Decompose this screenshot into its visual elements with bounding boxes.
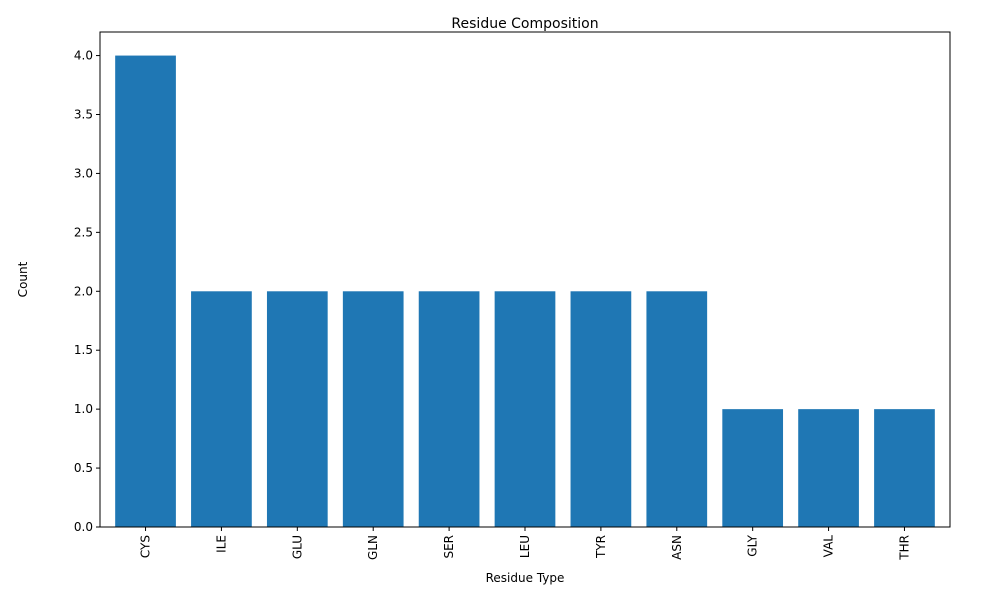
x-tick-label-ser: SER <box>442 535 456 559</box>
bar-gly <box>722 409 784 527</box>
chart-title: Residue Composition <box>451 16 598 32</box>
bar-ile <box>191 291 252 527</box>
x-tick-label-gly: GLY <box>746 534 760 556</box>
x-axis-label: Residue Type <box>486 571 565 585</box>
x-axis: CYS ILE GLU GLN SER LEU TYR ASN GLY VAL THR <box>139 527 911 561</box>
x-tick-label-thr: THR <box>897 535 911 561</box>
bar-thr <box>874 409 935 527</box>
y-tick-label: 2.0 <box>74 284 93 298</box>
bar-val <box>798 409 859 527</box>
bar-asn <box>646 291 708 527</box>
y-tick-label: 2.5 <box>74 225 93 239</box>
x-tick-label-leu: LEU <box>518 535 532 558</box>
y-tick-label: 4.0 <box>74 49 93 63</box>
bar-gln <box>342 291 404 527</box>
x-tick-label-gln: GLN <box>366 535 380 560</box>
y-tick-label: 1.5 <box>74 343 93 357</box>
plot-frame <box>99 31 951 528</box>
x-tick-label-asn: ASN <box>670 535 684 560</box>
x-tick-label-cys: CYS <box>139 535 153 558</box>
x-tick-label-tyr: TYR <box>594 535 608 559</box>
y-axis-label: Count <box>16 261 30 297</box>
bar-tyr <box>570 291 632 527</box>
bar-leu <box>494 291 556 527</box>
bar-ser <box>418 291 480 527</box>
y-axis: 0.0 0.5 1.0 1.5 2.0 2.5 3.0 3.5 4.0 <box>74 49 100 534</box>
x-tick-label-glu: GLU <box>290 535 304 559</box>
y-tick-label: 0.5 <box>74 461 93 475</box>
y-tick-label: 3.5 <box>74 108 93 122</box>
y-tick-label: 0.0 <box>74 520 93 534</box>
bar-glu <box>266 291 328 527</box>
x-tick-label-ile: ILE <box>214 535 228 553</box>
y-tick-label: 3.0 <box>74 166 93 180</box>
x-tick-label-val: VAL <box>822 535 836 558</box>
bars-group <box>115 55 935 527</box>
y-tick-label: 1.0 <box>74 402 93 416</box>
bar-cys <box>115 55 176 527</box>
